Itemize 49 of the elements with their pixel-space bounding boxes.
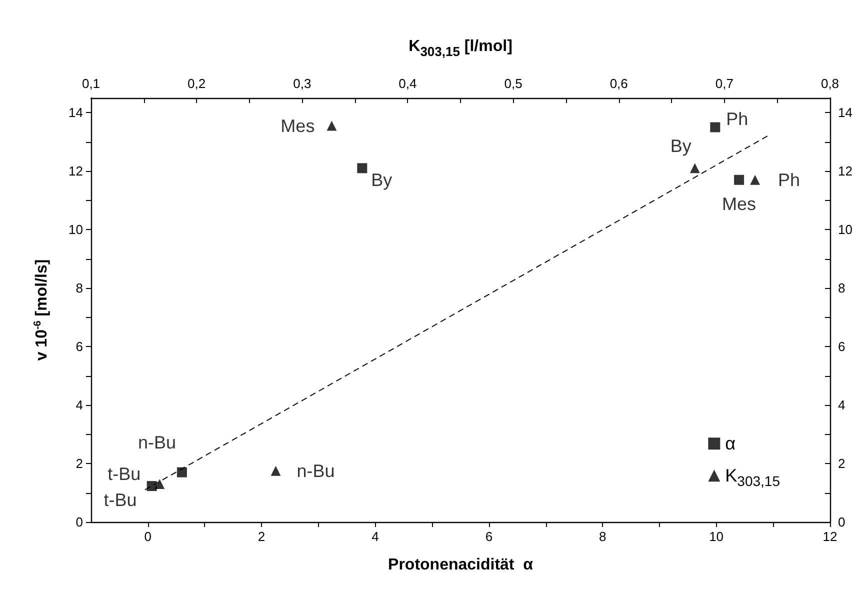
x-axis-title: Protonenacidität α (388, 556, 534, 574)
data-label: Ph (778, 170, 800, 190)
y2-tick-label: 12 (838, 164, 852, 179)
y2-tick-label: 8 (838, 280, 846, 296)
legend-label: α (725, 434, 736, 454)
y-tick-label: 0 (76, 514, 83, 530)
y-tick-label: 10 (68, 222, 83, 238)
data-label: t-Bu (104, 490, 137, 510)
x2-tick-label: 0,8 (820, 76, 840, 91)
y-tick-label: 14 (68, 105, 83, 120)
x-tick-label: 6 (485, 529, 493, 544)
data-label: Ph (726, 109, 748, 130)
y2-tick-label: 0 (838, 514, 846, 530)
x2-tick-label: 0,2 (188, 76, 206, 91)
x2-tick-label: 0,5 (504, 76, 522, 91)
y2-tick-label: 2 (838, 456, 846, 472)
x-tick-label: 2 (258, 529, 266, 544)
y2-tick-label: 10 (838, 222, 852, 238)
y-tick-label: 12 (68, 164, 83, 179)
data-label: n-Bu (296, 460, 335, 481)
point (146, 481, 157, 492)
data-label: t-Bu (108, 464, 141, 484)
y-tick-label: 2 (76, 456, 83, 472)
y-tick-label: 8 (76, 280, 83, 296)
x-tick-label: 8 (599, 529, 606, 544)
data-label: Mes (280, 116, 315, 136)
x-tick-label: 0 (144, 529, 152, 544)
x-tick-label: 10 (709, 529, 724, 544)
x2-tick-label: 0,7 (715, 76, 734, 91)
point (176, 467, 187, 478)
y2-tick-label: 14 (838, 105, 852, 120)
x2-tick-label: 0,3 (293, 76, 312, 91)
y-tick-label: 4 (76, 398, 83, 413)
y-axis-title: v 10-6 [mol/ls] (32, 259, 50, 361)
y-tick-label: 6 (76, 339, 83, 354)
x2-tick-label: 0,1 (82, 76, 100, 91)
data-label: By (670, 136, 692, 156)
point (734, 174, 744, 185)
data-label: Mes (722, 194, 756, 214)
y2-tick-label: 4 (838, 398, 846, 413)
x-tick-label: 12 (822, 529, 838, 544)
data-label: n-Bu (138, 432, 176, 452)
point (710, 122, 720, 132)
y2-tick-label: 6 (838, 339, 846, 354)
data-label: By (371, 170, 392, 190)
x2-tick-label: 0,4 (398, 76, 417, 91)
point (357, 163, 368, 174)
x-tick-label: 4 (372, 529, 379, 544)
x2-tick-label: 0,6 (610, 76, 628, 91)
